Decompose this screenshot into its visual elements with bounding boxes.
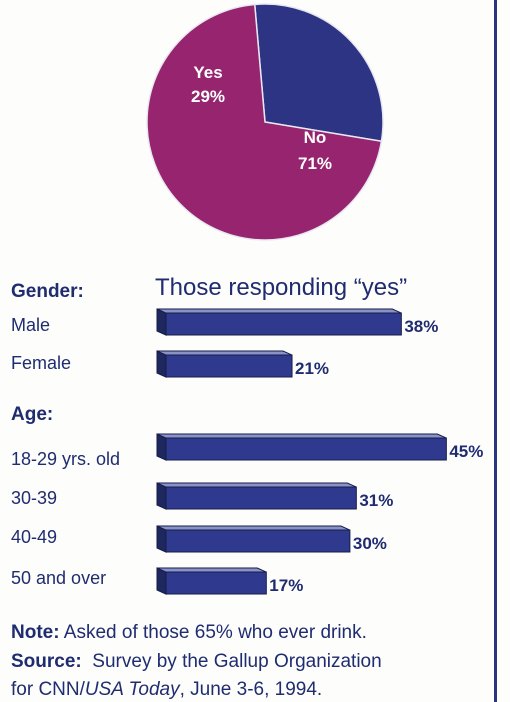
row-label-male: Male <box>11 315 51 335</box>
source-line-2: for CNN/USA Today, June 3-6, 1994. <box>11 679 322 701</box>
bar-value-label-female: 21% <box>295 359 329 378</box>
source-text: Survey by the Gallup Organization <box>81 651 382 672</box>
bar-top-18-29 <box>156 433 447 439</box>
source-line2-post: , June 3-6, 1994. <box>179 679 323 700</box>
row-label-30-39: 30-39 <box>11 488 58 508</box>
bar-top-50-over <box>156 567 267 573</box>
note-line: Note: Asked of those 65% who ever drink. <box>11 622 367 644</box>
pie-label-yes: Yes 29% <box>178 63 238 107</box>
bar-female <box>165 354 293 378</box>
source-line: Source: Survey by the Gallup Organizatio… <box>11 651 382 673</box>
bar-18-29 <box>165 437 447 461</box>
pie-label-no: No 71% <box>285 128 345 174</box>
pie-label-yes-value: 29% <box>190 87 226 106</box>
pie-label-no-name: No <box>303 128 327 147</box>
row-label-40-49: 40-49 <box>11 527 58 547</box>
note-label: Note: <box>11 622 60 643</box>
row-label-female: Female <box>11 353 72 373</box>
source-line2-pre: for CNN/ <box>11 679 85 700</box>
bar-value-label-30-39: 31% <box>359 491 393 510</box>
pie-slice-yes <box>253 3 384 143</box>
bar-top-female <box>156 350 293 356</box>
source-line2-italic: USA Today <box>84 679 180 700</box>
row-label-18-29: 18-29 yrs. old <box>11 449 121 469</box>
right-border-rule <box>494 0 497 702</box>
bar-value-label-18-29: 45% <box>449 442 483 461</box>
chart-subtitle: Those responding “yes” <box>155 274 408 301</box>
bar-top-male <box>156 308 402 314</box>
source-label: Source: <box>11 651 82 672</box>
gender-heading: Gender: <box>11 281 84 302</box>
row-label-50-over: 50 and over <box>11 568 107 588</box>
note-text: Asked of those 65% who ever drink. <box>59 622 367 643</box>
pie-label-no-value: 71% <box>297 154 333 173</box>
age-heading: Age: <box>11 404 54 425</box>
bar-50-over <box>165 571 267 595</box>
bar-value-label-40-49: 30% <box>353 534 387 553</box>
bar-top-40-49 <box>156 525 351 531</box>
pie-slice-no <box>146 3 383 241</box>
bar-30-39 <box>165 486 357 510</box>
pie-label-yes-name: Yes <box>193 63 223 82</box>
pie-chart <box>146 3 384 241</box>
bar-40-49 <box>165 529 351 553</box>
bar-value-label-50-over: 17% <box>269 576 303 595</box>
bar-value-label-male: 38% <box>404 317 438 336</box>
bar-male <box>165 312 402 336</box>
bar-top-30-39 <box>156 482 357 488</box>
